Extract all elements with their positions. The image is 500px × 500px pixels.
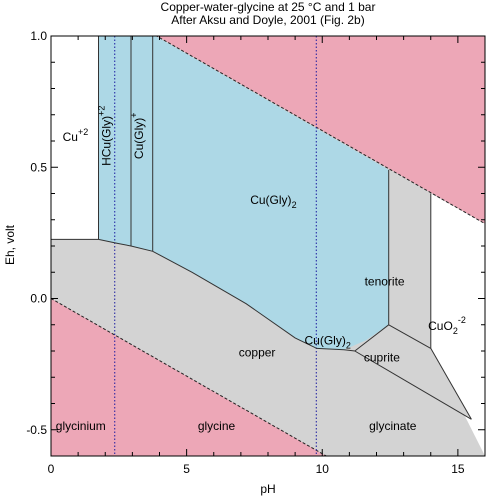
label-glycinate: glycinate xyxy=(369,419,417,433)
y-tick-label: 0.0 xyxy=(30,292,47,306)
x-tick-label: 5 xyxy=(183,462,190,476)
label-cugly2-b: Cu(Gly)2 xyxy=(305,333,351,350)
field-boundaries xyxy=(51,36,472,420)
field-cugly-field xyxy=(131,36,153,252)
y-tick-label: 0.5 xyxy=(30,160,47,174)
boundary-9 xyxy=(430,348,472,420)
field-cuprite-field xyxy=(354,324,472,420)
water-upper-line xyxy=(155,36,485,225)
x-tick-label: 15 xyxy=(451,462,465,476)
y-tick-label: -0.5 xyxy=(26,423,47,437)
axes: 0 5 10 15 1.0 0.5 0.0 -0.5 xyxy=(26,29,486,476)
label-tenorite: tenorite xyxy=(365,274,405,288)
label-cugly2: Cu(Gly)2 xyxy=(250,193,296,210)
label-glycine: glycine xyxy=(198,419,236,433)
chart-title-line2: After Aksu and Doyle, 2001 (Fig. 2b) xyxy=(171,13,364,27)
boundary-4 xyxy=(51,238,390,352)
stability-fields xyxy=(51,36,485,456)
reference-lines xyxy=(51,36,485,456)
label-cuprite: cuprite xyxy=(364,351,400,365)
water-lower-line xyxy=(51,298,328,456)
boundary-7 xyxy=(388,324,432,349)
field-cugly2-field xyxy=(152,36,389,350)
label-hcugly: HCu(Gly)+2 xyxy=(97,106,114,166)
label-glycinium: glycinium xyxy=(56,419,106,433)
label-cugly: Cu(Gly)+ xyxy=(129,112,146,159)
x-tick-label: 0 xyxy=(48,462,55,476)
chart-title-line1: Copper-water-glycine at 25 °C and 1 bar xyxy=(161,0,376,14)
field-cuo2-field xyxy=(430,193,485,456)
y-axis-label: Eh, volt xyxy=(3,224,17,265)
field-cu2-field xyxy=(51,36,99,240)
y-tick-label: 1.0 xyxy=(30,29,47,43)
x-axis-label: pH xyxy=(260,482,275,496)
field-tenorite-field xyxy=(388,169,431,349)
boundary-8 xyxy=(354,350,472,420)
x-tick-label: 10 xyxy=(316,462,330,476)
label-copper: copper xyxy=(239,345,276,359)
